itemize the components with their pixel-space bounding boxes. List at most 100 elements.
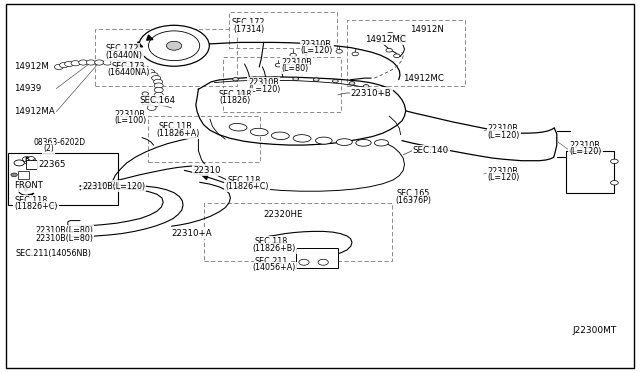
Ellipse shape xyxy=(374,140,388,146)
Circle shape xyxy=(252,77,258,80)
Circle shape xyxy=(275,63,282,67)
Circle shape xyxy=(304,49,310,53)
Circle shape xyxy=(611,180,618,185)
Circle shape xyxy=(336,49,342,53)
Text: 14912MC: 14912MC xyxy=(365,35,406,44)
Circle shape xyxy=(154,83,163,88)
Ellipse shape xyxy=(229,124,247,131)
Text: (11826+A): (11826+A) xyxy=(157,129,200,138)
Circle shape xyxy=(147,105,156,110)
Text: 22310B: 22310B xyxy=(488,124,518,133)
Text: (16376P): (16376P) xyxy=(396,196,431,205)
Text: 22310B(L=80): 22310B(L=80) xyxy=(35,226,93,235)
Circle shape xyxy=(318,259,328,265)
Circle shape xyxy=(153,97,162,102)
Circle shape xyxy=(141,67,150,72)
Text: SEC.165: SEC.165 xyxy=(397,189,430,198)
Text: (16440NA): (16440NA) xyxy=(108,68,150,77)
Text: 22310B: 22310B xyxy=(248,78,279,87)
Bar xyxy=(347,20,465,86)
Text: SEC.118: SEC.118 xyxy=(227,176,260,185)
Text: 22310B: 22310B xyxy=(301,40,332,49)
Circle shape xyxy=(166,41,182,50)
Text: 22310B(L=80): 22310B(L=80) xyxy=(35,234,93,243)
Circle shape xyxy=(111,60,120,65)
Circle shape xyxy=(131,63,140,68)
Text: 22310B(L=120): 22310B(L=120) xyxy=(82,182,145,190)
Text: (L=120): (L=120) xyxy=(488,131,520,140)
Bar xyxy=(18,171,29,179)
Text: 22365: 22365 xyxy=(38,160,66,169)
Circle shape xyxy=(139,25,209,66)
Bar xyxy=(8,153,118,205)
Circle shape xyxy=(299,259,309,265)
Circle shape xyxy=(118,61,127,66)
Text: SEC.11B: SEC.11B xyxy=(159,122,193,131)
Text: SEC.118: SEC.118 xyxy=(14,196,47,205)
Circle shape xyxy=(293,77,298,80)
Text: (L=120): (L=120) xyxy=(248,85,281,94)
Text: SEC.173: SEC.173 xyxy=(112,62,145,71)
Circle shape xyxy=(71,61,80,66)
Circle shape xyxy=(333,80,339,83)
Circle shape xyxy=(233,78,238,81)
Circle shape xyxy=(28,157,35,160)
Text: (11826): (11826) xyxy=(219,96,250,105)
Text: SEC.211(14056NB): SEC.211(14056NB) xyxy=(16,249,92,258)
Circle shape xyxy=(349,81,355,85)
Circle shape xyxy=(125,61,134,67)
Circle shape xyxy=(290,53,296,57)
Circle shape xyxy=(352,52,358,56)
Ellipse shape xyxy=(293,135,311,142)
Text: 22310B: 22310B xyxy=(114,110,145,119)
Bar xyxy=(223,57,341,112)
Circle shape xyxy=(394,54,400,58)
Circle shape xyxy=(136,64,145,70)
Bar xyxy=(148,116,260,162)
Text: (11826+B): (11826+B) xyxy=(253,244,296,253)
Circle shape xyxy=(387,32,394,36)
Circle shape xyxy=(54,64,63,70)
Text: (11826+C): (11826+C) xyxy=(14,202,58,211)
Circle shape xyxy=(14,160,24,166)
Circle shape xyxy=(149,73,158,78)
Bar xyxy=(566,151,614,193)
Circle shape xyxy=(148,31,200,61)
Text: 22310B: 22310B xyxy=(488,167,518,176)
Text: J22300MT: J22300MT xyxy=(573,326,617,335)
Text: 14912M: 14912M xyxy=(14,62,49,71)
Text: 22310+B: 22310+B xyxy=(351,89,392,97)
Text: 22310+A: 22310+A xyxy=(172,229,212,238)
Circle shape xyxy=(364,84,369,88)
Circle shape xyxy=(154,87,163,93)
Circle shape xyxy=(320,48,326,52)
Text: (17314): (17314) xyxy=(234,25,265,33)
Ellipse shape xyxy=(316,137,332,144)
Circle shape xyxy=(154,92,163,97)
Bar xyxy=(204,203,392,261)
Circle shape xyxy=(375,89,380,92)
Circle shape xyxy=(142,92,148,96)
Circle shape xyxy=(154,79,163,84)
Bar xyxy=(142,95,148,104)
Circle shape xyxy=(273,77,278,80)
Bar xyxy=(296,248,338,268)
Text: SEC.140: SEC.140 xyxy=(413,146,449,155)
Circle shape xyxy=(86,60,95,65)
Circle shape xyxy=(386,48,392,52)
Text: 14912N: 14912N xyxy=(410,25,444,34)
Circle shape xyxy=(374,38,381,42)
Ellipse shape xyxy=(337,139,353,145)
Text: 14912MC: 14912MC xyxy=(403,74,444,83)
Text: 22310B: 22310B xyxy=(570,141,600,150)
Circle shape xyxy=(150,102,159,107)
Text: $\mathbf{B}$: $\mathbf{B}$ xyxy=(24,155,30,163)
Text: 14912MA: 14912MA xyxy=(14,107,55,116)
Circle shape xyxy=(611,159,618,164)
Text: SEC.172: SEC.172 xyxy=(232,18,265,27)
Text: SEC.118: SEC.118 xyxy=(219,90,252,99)
Circle shape xyxy=(65,61,74,67)
Circle shape xyxy=(146,70,155,75)
Text: SEC.211: SEC.211 xyxy=(255,257,288,266)
Circle shape xyxy=(79,60,88,65)
